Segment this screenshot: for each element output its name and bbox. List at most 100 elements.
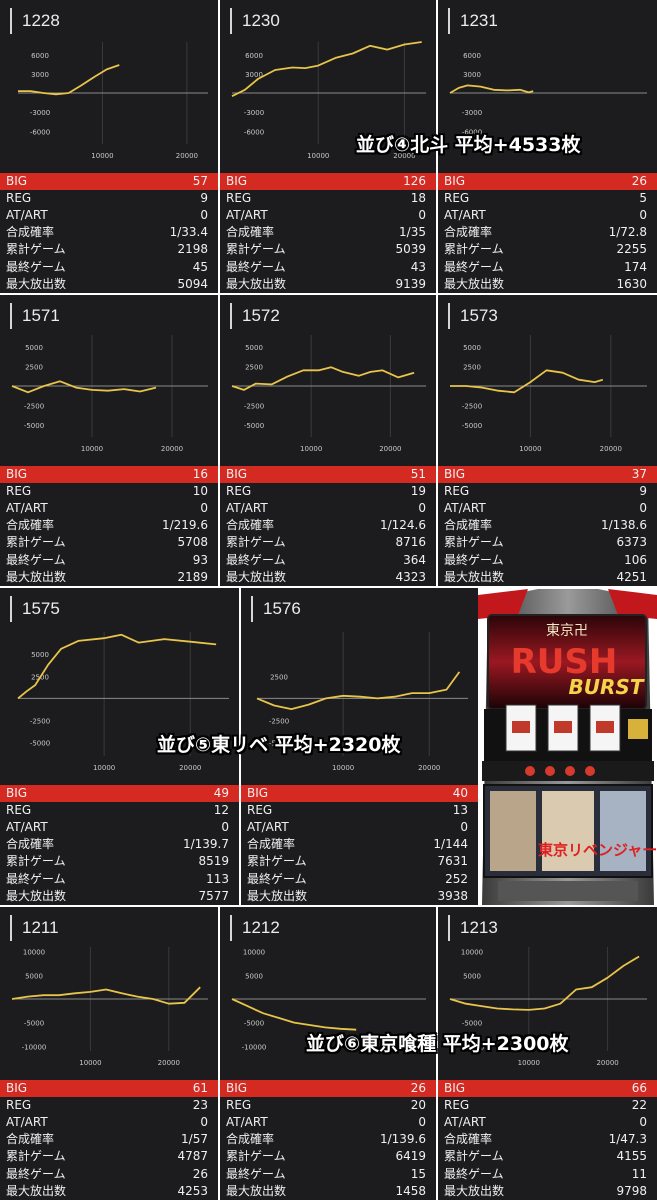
machine-panel: 1573 5000 2500 -2500 -5000 10000 20000 BIG 37 REG… <box>438 295 657 586</box>
stat-row-reg: REG 12 <box>0 802 239 819</box>
stat-label: REG <box>226 1097 252 1112</box>
stat-value: 26 <box>631 173 647 188</box>
stat-row-max: 最大放出数 9798 <box>438 1183 657 1200</box>
x-tick-label: 10000 <box>518 1059 540 1067</box>
stats-table: BIG 26 REG 5 AT/ART 0 合成確率 1/72.8 累計ゲーム 2255 最終ゲーム… <box>438 172 657 293</box>
stat-row-games: 累計ゲーム 7631 <box>241 853 478 870</box>
stat-value: 0 <box>639 1115 647 1130</box>
stat-label: 合成確率 <box>226 225 275 240</box>
y-tick-label: -2500 <box>269 718 289 726</box>
stat-label: AT/ART <box>444 501 486 516</box>
stat-label: 合成確率 <box>247 837 296 852</box>
y-tick-label: -5000 <box>269 740 289 748</box>
slot-machine-image: 東京卍 RUSH BURST 東京リベンジャーズ <box>478 589 657 905</box>
stat-label: BIG <box>444 1080 466 1095</box>
stat-label: AT/ART <box>226 208 268 223</box>
stat-value: 49 <box>213 785 229 800</box>
stat-row-big: BIG 37 <box>438 465 657 483</box>
y-tick-label: -2500 <box>244 403 264 411</box>
stat-row-games: 累計ゲーム 2255 <box>438 241 657 258</box>
stat-row-games: 累計ゲーム 8519 <box>0 853 239 870</box>
machine-number: 1212 <box>230 915 280 941</box>
stat-row-at: AT/ART 0 <box>438 500 657 517</box>
stat-value: 0 <box>221 820 229 835</box>
series-line <box>18 64 120 96</box>
stat-row-last: 最終ゲーム 252 <box>241 871 478 888</box>
stat-value: 22 <box>631 1097 647 1112</box>
stat-value: 9 <box>200 190 208 205</box>
stat-label: REG <box>226 190 252 205</box>
machine-number: 1228 <box>10 8 60 34</box>
stat-label: 最終ゲーム <box>6 552 66 567</box>
machine-panel: 1575 5000 2500 -2500 -5000 10000 20000 BIG 49 REG… <box>0 588 239 905</box>
stat-row-reg: REG 13 <box>241 802 478 819</box>
stat-value: 106 <box>624 552 647 567</box>
machine-number: 1213 <box>448 915 498 941</box>
y-tick-label: 3000 <box>463 71 481 79</box>
stat-value: 1/144 <box>433 837 468 852</box>
stat-label: 最大放出数 <box>6 888 67 903</box>
stat-row-big: BIG 49 <box>0 784 239 802</box>
stat-value: 0 <box>639 501 647 516</box>
slump-graph: 6000 3000 -3000 -6000 10000 20000 <box>220 36 436 166</box>
stat-row-prob: 合成確率 1/35 <box>220 224 436 241</box>
stat-label: BIG <box>444 173 466 188</box>
stat-label: 合成確率 <box>6 518 55 533</box>
stat-value: 61 <box>192 1080 208 1095</box>
stat-value: 4787 <box>177 1149 208 1164</box>
stat-value: 20 <box>410 1097 426 1112</box>
slump-graph: 10000 5000 -5000 -10000 <box>220 941 436 1073</box>
stat-label: 合成確率 <box>226 518 275 533</box>
stat-value: 0 <box>418 1115 426 1130</box>
stat-value: 4253 <box>177 1183 208 1198</box>
stat-label: 最終ゲーム <box>6 1166 66 1181</box>
stat-row-big: BIG 61 <box>0 1079 218 1097</box>
stat-value: 0 <box>200 1115 208 1130</box>
stat-label: 合成確率 <box>6 225 55 240</box>
y-tick-label: 5000 <box>463 972 481 980</box>
stat-label: 合成確率 <box>226 1132 275 1147</box>
stats-table: BIG 49 REG 12 AT/ART 0 合成確率 1/139.7 累計ゲーム 8519 最終ゲ… <box>0 784 239 905</box>
stat-value: 9 <box>639 483 647 498</box>
stat-row-at: AT/ART 0 <box>241 819 478 836</box>
stat-label: BIG <box>6 466 28 481</box>
stat-row-max: 最大放出数 1458 <box>220 1183 436 1200</box>
y-tick-label: 5000 <box>245 972 263 980</box>
stat-value: 93 <box>192 552 208 567</box>
stat-row-at: AT/ART 0 <box>220 207 436 224</box>
x-tick-label: 20000 <box>176 152 198 160</box>
machine-panel: 1231 6000 3000 -3000 -6000 BIG 26 REG 5 AT/ART 0 合成… <box>438 0 657 293</box>
y-tick-label: 5000 <box>31 651 49 659</box>
stat-label: AT/ART <box>444 208 486 223</box>
stat-label: BIG <box>226 466 248 481</box>
stat-row-big: BIG 51 <box>220 465 436 483</box>
stat-row-reg: REG 22 <box>438 1097 657 1114</box>
svg-text:BURST: BURST <box>569 675 645 699</box>
stat-row-reg: REG 9 <box>438 483 657 500</box>
stat-value: 19 <box>410 483 426 498</box>
stat-row-big: BIG 40 <box>241 784 478 802</box>
stat-value: 1/124.6 <box>379 518 426 533</box>
stat-value: 11 <box>631 1166 647 1181</box>
stat-row-max: 最大放出数 2189 <box>0 569 218 586</box>
y-tick-label: -5000 <box>24 422 44 430</box>
stat-row-prob: 合成確率 1/47.3 <box>438 1131 657 1148</box>
stat-row-reg: REG 20 <box>220 1097 436 1114</box>
series-line <box>449 84 534 94</box>
stat-value: 8716 <box>395 535 426 550</box>
stat-value: 1/33.4 <box>169 225 208 240</box>
y-tick-label: -5000 <box>24 1020 44 1028</box>
stat-label: 最大放出数 <box>444 1183 505 1198</box>
stat-label: REG <box>226 483 252 498</box>
machine-number: 1572 <box>230 303 280 329</box>
stat-row-games: 累計ゲーム 5039 <box>220 241 436 258</box>
stat-row-big: BIG 26 <box>438 172 657 190</box>
y-tick-label: 6000 <box>31 52 49 60</box>
stat-label: 合成確率 <box>6 837 55 852</box>
stat-row-games: 累計ゲーム 8716 <box>220 534 436 551</box>
stat-value: 12 <box>213 802 229 817</box>
machine-panel: 1213 10000 5000 -5000 -10000 10000 20000 BIG 66 R… <box>438 907 657 1200</box>
stat-value: 40 <box>452 785 468 800</box>
stat-row-max: 最大放出数 3938 <box>241 888 478 905</box>
group-label-hokuto: 並び④北斗 平均+4533枚 <box>356 134 581 156</box>
